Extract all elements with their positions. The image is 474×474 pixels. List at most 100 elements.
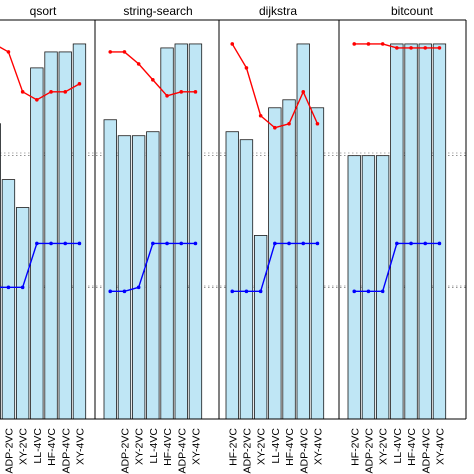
bar [225, 131, 239, 420]
bar [0, 123, 1, 420]
tick-label: XY-2VC [18, 428, 30, 465]
tick-label: ADP-4VC [420, 428, 432, 474]
series-red-point [63, 90, 68, 94]
series-blue-point [423, 241, 428, 246]
series-red-point [437, 46, 442, 50]
panel-title: qsort [30, 4, 57, 18]
series-blue-point [409, 241, 413, 246]
tick-label: HF-4VC [46, 428, 58, 466]
bar [58, 51, 72, 420]
panel-title: string-search [123, 4, 192, 18]
bar [146, 131, 160, 420]
panel-qsort: qsort ADP-2VC XY-2VC LL-4VC HF-4VC ADP-4VC XY-… [0, 4, 86, 474]
series-blue-point [77, 241, 82, 246]
tick-label: ADP-4VC [60, 428, 72, 474]
tick-label: ADP-2VC [3, 428, 15, 474]
series-blue-point [63, 241, 68, 246]
tick-label: HF-4VC [406, 428, 418, 466]
series-red-point [151, 78, 155, 82]
series-blue-point [230, 289, 235, 294]
series-red-point [315, 121, 320, 126]
series-red-point [423, 46, 428, 50]
bar [44, 51, 58, 420]
series-blue-point [136, 285, 141, 290]
tick-label: ADP-4VC [298, 428, 310, 474]
series-red-point [193, 90, 198, 94]
tick-label: LL-4VC [270, 428, 282, 464]
tick-label: HF-4VC [284, 428, 296, 466]
panel-bitcount: bitcount HF-2VC ADP-2VC XY-2VC LL-4VC HF-4VC A… [347, 4, 447, 474]
series-blue-point [193, 241, 198, 246]
series-red-point [49, 90, 53, 94]
bar [375, 155, 390, 420]
tick-label: XY-2VC [256, 428, 268, 465]
series-blue-point [244, 289, 249, 294]
series-red-point [273, 125, 277, 130]
series-red-point [165, 94, 169, 98]
series-red-point [366, 42, 371, 46]
series-red-point [122, 50, 127, 54]
series-blue-point [301, 241, 306, 246]
tick-label: XY-4VC [312, 428, 324, 465]
series-blue-point [35, 241, 39, 246]
series-blue-point [380, 289, 385, 294]
series-red-point [6, 50, 11, 54]
series-red-point [179, 90, 184, 94]
series-blue-point [352, 289, 357, 294]
tick-label: XY-4VC [190, 428, 202, 465]
bar [361, 155, 376, 420]
series-red-point [258, 113, 263, 118]
series-blue-point [395, 241, 399, 246]
tick-label: XY-4VC [434, 428, 446, 465]
series-blue-point [437, 241, 442, 246]
bar [282, 99, 296, 420]
series-red-point [20, 90, 25, 94]
tick-label: XY-2VC [378, 428, 390, 465]
panel-string-search: string-search ADP-2VC XY-2VC LL-4VC HF-4VC AD… [103, 4, 203, 474]
tick-label: ADP-2VC [119, 428, 131, 474]
series-blue-point [49, 241, 53, 246]
bar [239, 139, 254, 420]
series-blue-point [108, 289, 113, 294]
bar [347, 155, 361, 420]
series-blue-point [20, 285, 25, 290]
bar [404, 43, 418, 420]
series-red-point [301, 90, 306, 94]
series-red-point [35, 98, 39, 102]
bar [160, 47, 174, 420]
tick-label: LL-4VC [392, 428, 404, 464]
series-blue-point [366, 289, 371, 294]
series-red-point [380, 42, 385, 46]
series-blue-point [179, 241, 184, 246]
series-blue-point [6, 285, 11, 290]
series-blue-point [273, 241, 277, 246]
bar [174, 43, 188, 420]
bar [72, 43, 87, 420]
panel-dijkstra: dijkstra HF-2VC ADP-2VC XY-2VC LL-4VC HF-4VC A… [225, 4, 325, 474]
panel-title: bitcount [391, 4, 434, 18]
tick-label: XY-2VC [134, 428, 146, 465]
bar [390, 43, 404, 420]
tick-label: ADP-2VC [241, 428, 253, 474]
series-blue-point [258, 289, 263, 294]
series-blue-point [287, 241, 291, 246]
series-red-point [77, 82, 82, 86]
bar [188, 43, 203, 420]
bar [15, 207, 30, 420]
bar [131, 135, 146, 420]
series-red-point [287, 121, 291, 126]
series-red-point [108, 50, 113, 54]
tick-label: XY-4VC [74, 428, 86, 465]
bar [432, 43, 447, 420]
series-blue-point [315, 241, 320, 246]
tick-label: HF-2VC [227, 428, 239, 466]
bar [1, 179, 16, 420]
bar [310, 107, 325, 420]
tick-label: LL-4VC [32, 428, 44, 464]
series-red-point [244, 66, 249, 70]
bar [268, 107, 282, 420]
bar [103, 119, 117, 420]
series-red-point [230, 42, 235, 46]
series-red-point [136, 62, 141, 66]
